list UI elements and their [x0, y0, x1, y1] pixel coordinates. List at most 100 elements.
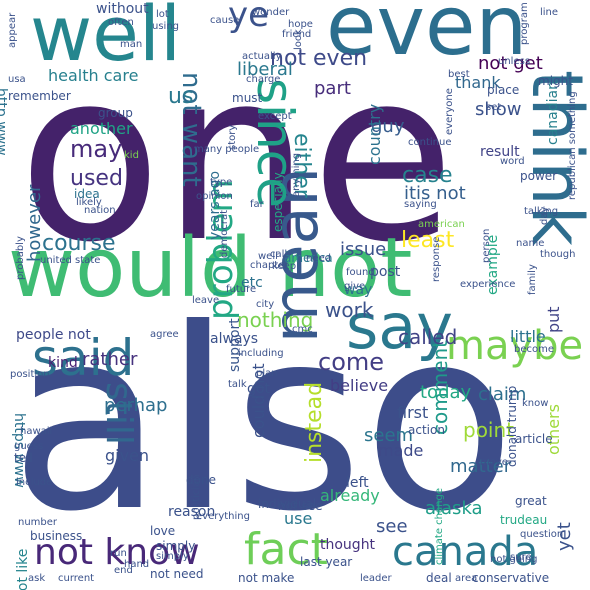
word-unless: unless — [498, 56, 531, 67]
word-found: found — [346, 267, 375, 278]
word-one: one — [18, 21, 456, 294]
word-type: type — [210, 177, 233, 188]
word-power: power — [520, 169, 558, 183]
word-guess: guess — [14, 441, 44, 452]
word-opinion: opinion — [196, 191, 233, 202]
word-great: great — [515, 494, 547, 508]
word-especially: especially — [271, 172, 285, 232]
word-first: first — [397, 403, 429, 422]
word-matter: matter — [450, 456, 512, 477]
word-simply: simply — [156, 539, 196, 553]
word-place: place — [487, 83, 520, 97]
word-maybe: maybe — [446, 323, 584, 369]
word-idea: idea — [74, 187, 100, 201]
word-saying: saying — [404, 199, 437, 210]
word-leave: leave — [192, 295, 220, 306]
word-individual: individual — [258, 497, 317, 511]
word-republican-something: republican something — [567, 91, 578, 200]
word-fact: fact — [244, 524, 328, 575]
word-http-www: http www — [0, 88, 9, 156]
word-always: always — [210, 331, 259, 347]
word-love: love — [150, 524, 176, 538]
word-action: action — [408, 423, 445, 437]
word-done: done — [186, 473, 216, 487]
word-keep: keep — [272, 261, 297, 272]
word-talk: talk — [228, 379, 247, 390]
word-many-people: many people — [194, 144, 260, 155]
word-conservative: conservative — [472, 571, 550, 585]
word-friend: friend — [282, 29, 312, 40]
word-use: use — [284, 509, 313, 528]
word-part: part — [314, 78, 351, 99]
word-canada: canada — [392, 529, 539, 575]
word-though: though — [540, 249, 576, 260]
word-remember: remember — [8, 89, 71, 103]
word-simply: simply — [156, 551, 189, 562]
word-nothing: nothing — [237, 308, 314, 332]
word-hope: hope — [288, 19, 313, 30]
word-look: look — [293, 29, 304, 50]
word-include: include — [16, 477, 53, 488]
word-set: set — [486, 102, 502, 113]
word-must: must — [232, 91, 263, 105]
word-everyone: everyone — [444, 88, 455, 135]
word-not-see: not see — [278, 499, 323, 513]
word-thought: thought — [320, 537, 376, 553]
word-last-year: last year — [300, 555, 353, 569]
word-hawaii: hawaii — [20, 426, 53, 437]
word-best: best — [448, 69, 470, 80]
word-way: way — [344, 282, 373, 298]
word-move: move — [480, 457, 508, 468]
word-wonder: wonder — [252, 7, 290, 18]
word-others: others — [544, 404, 563, 455]
word-point: point — [463, 418, 515, 442]
word-often: often — [108, 17, 134, 28]
word-group: group — [98, 106, 133, 120]
word-call: call — [270, 249, 288, 260]
word-person: person — [481, 228, 492, 263]
word-democrat: democrat — [219, 209, 230, 258]
word-using: using — [152, 21, 180, 32]
word-reason: reason — [168, 504, 216, 520]
word-experience: experience — [460, 279, 516, 290]
word-etc: etc — [241, 275, 263, 291]
word-come: come — [318, 348, 385, 376]
word-people-not: people not — [16, 327, 91, 343]
word-nation: nation — [84, 205, 116, 216]
word-would-not: would not — [8, 221, 413, 316]
word-united-state: united state — [40, 255, 101, 266]
word-need: need — [306, 253, 331, 264]
word-number: number — [18, 517, 58, 528]
word-day: day — [539, 206, 550, 225]
word-left: left — [346, 475, 369, 491]
word-everything: everything — [196, 511, 250, 522]
word-climate-change: climate change — [434, 488, 445, 565]
word-today: today — [420, 382, 472, 403]
word-business: business — [30, 529, 83, 543]
word-see: see — [376, 516, 408, 537]
word-know: know — [522, 398, 549, 409]
word-not-get: not get — [478, 53, 543, 74]
word-however: however — [24, 184, 45, 262]
word-charge: charge — [246, 74, 281, 85]
word-work: work — [325, 298, 374, 322]
word-kid: kid — [124, 150, 139, 161]
word-least: least — [401, 228, 455, 253]
word-say: say — [346, 290, 453, 363]
word-man: man — [120, 39, 143, 50]
word-might: might — [538, 74, 573, 88]
word-not-even: not even — [270, 46, 368, 71]
word-area: area — [455, 573, 478, 584]
word-probably: probably — [15, 236, 26, 280]
word-leader: leader — [360, 573, 392, 584]
word-well: well — [30, 0, 182, 78]
word-line: line — [540, 7, 559, 18]
word-position: position — [10, 369, 50, 380]
word-talking: talking — [524, 206, 559, 217]
word-course: course — [42, 231, 116, 256]
word-article: article — [515, 432, 553, 446]
word-program: program — [519, 2, 530, 45]
word-result: result — [480, 144, 520, 160]
word-ye: ye — [228, 0, 270, 35]
